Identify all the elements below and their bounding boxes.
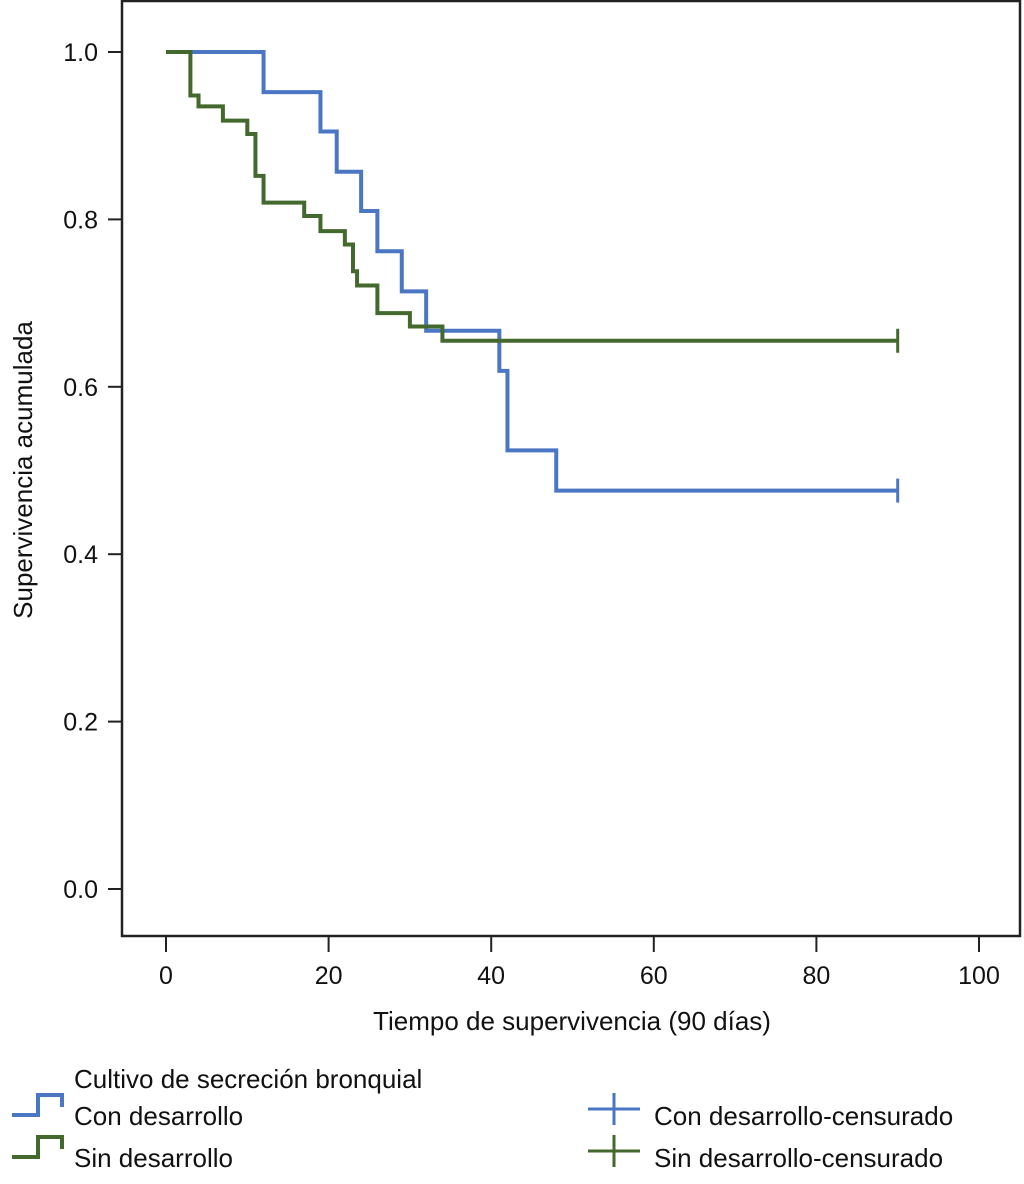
y-tick-label: 1.0 [63, 39, 98, 67]
plot-frame [120, 0, 1022, 938]
x-axis: 0 20 40 60 80 100 [159, 936, 1000, 990]
y-tick-label: 0.0 [63, 876, 98, 904]
legend: Cultivo de secreción bronquial Con desar… [12, 1064, 953, 1173]
x-tick-label: 60 [640, 962, 668, 990]
survival-curves [166, 50, 900, 503]
legend-label: Con desarrollo-censurado [654, 1101, 953, 1131]
x-tick-label: 80 [802, 962, 830, 990]
legend-step-icon [12, 1135, 64, 1159]
legend-label: Sin desarrollo-censurado [654, 1143, 943, 1173]
x-tick-label: 20 [315, 962, 343, 990]
x-tick-label: 0 [159, 962, 173, 990]
legend-label: Sin desarrollo [74, 1143, 233, 1173]
series-sin-desarrollo [166, 50, 900, 353]
legend-item: Sin desarrollo [12, 1135, 233, 1173]
survival-step-line [166, 50, 898, 343]
y-axis-title: Supervivencia acumulada [8, 321, 38, 619]
y-tick-label: 0.8 [63, 206, 98, 234]
y-tick-label: 0.4 [63, 541, 98, 569]
legend-item: Con desarrollo-censurado [588, 1093, 953, 1131]
y-axis: 0.0 0.2 0.4 0.6 0.8 1.0 [63, 39, 122, 904]
x-tick-label: 100 [958, 962, 1000, 990]
y-tick-label: 0.6 [63, 374, 98, 402]
legend-label: Con desarrollo [74, 1101, 243, 1131]
legend-item: Con desarrollo [12, 1093, 243, 1131]
series-con-desarrollo [166, 50, 900, 503]
legend-step-icon [12, 1093, 64, 1117]
y-tick-label: 0.2 [63, 709, 98, 737]
x-axis-title: Tiempo de supervivencia (90 días) [373, 1006, 771, 1036]
plot-border [120, 0, 1022, 938]
legend-title: Cultivo de secreción bronquial [74, 1064, 422, 1094]
x-tick-label: 40 [477, 962, 505, 990]
survival-step-line [166, 50, 898, 493]
legend-item: Sin desarrollo-censurado [588, 1135, 943, 1173]
